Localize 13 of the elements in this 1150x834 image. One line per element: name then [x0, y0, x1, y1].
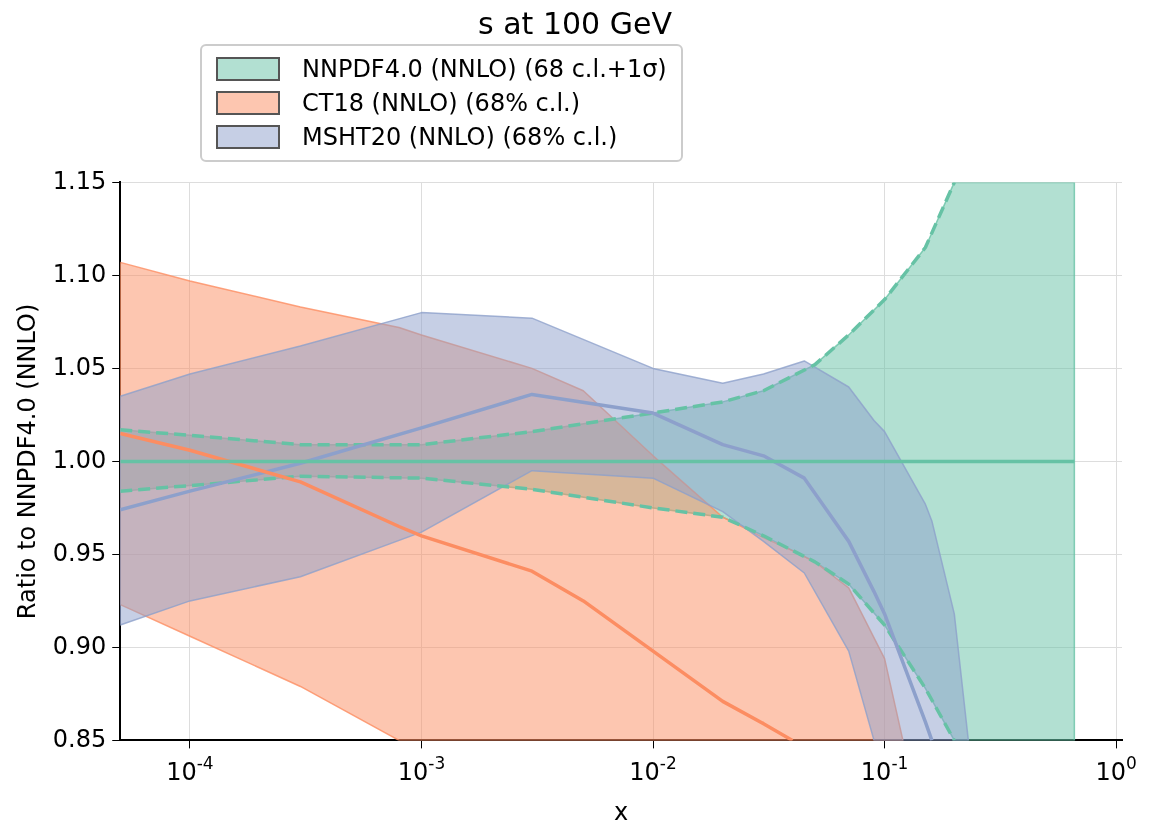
- y-tick-label: 1.00: [52, 445, 107, 474]
- legend-label: NNPDF4.0 (NNLO) (68 c.l.+1σ): [302, 55, 667, 83]
- y-tick-label: 1.05: [52, 352, 107, 381]
- y-tick-label: 0.95: [52, 538, 107, 567]
- y-tick-label: 1.15: [52, 166, 107, 195]
- chart-title: s at 100 GeV: [477, 5, 673, 43]
- legend-label: MSHT20 (NNLO) (68% c.l.): [302, 123, 618, 151]
- y-tick-label: 1.10: [52, 259, 107, 288]
- legend-label: CT18 (NNLO) (68% c.l.): [302, 89, 581, 117]
- y-tick-label: 0.90: [52, 631, 107, 660]
- y-tick-label: 0.85: [52, 724, 107, 753]
- y-axis-title: Ratio to NNPDF4.0 (NNLO): [12, 303, 41, 620]
- x-axis-title: x: [614, 797, 629, 826]
